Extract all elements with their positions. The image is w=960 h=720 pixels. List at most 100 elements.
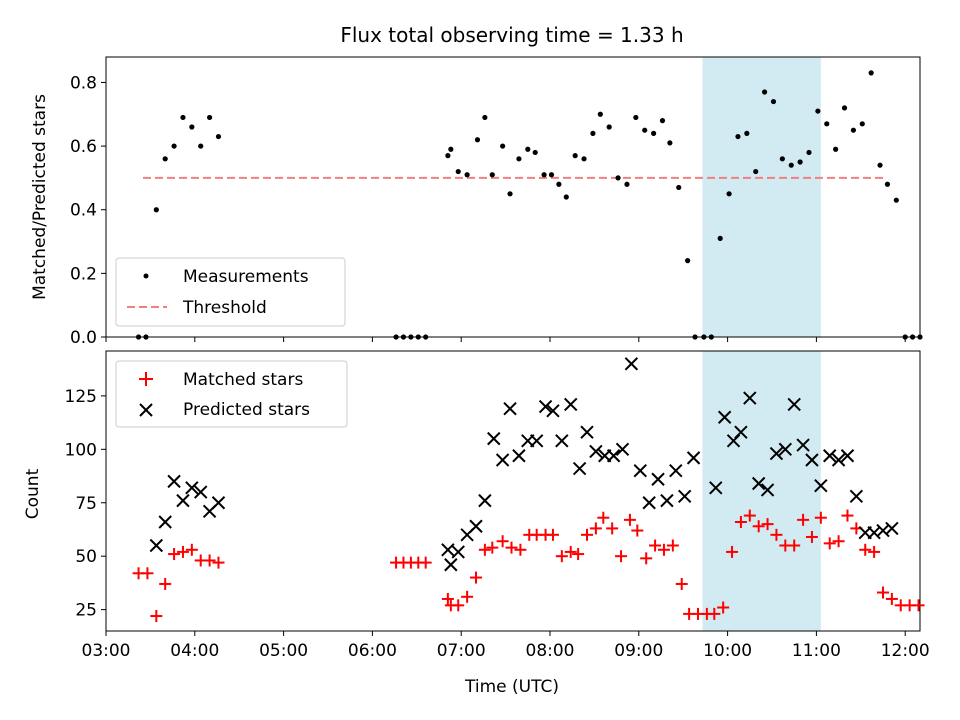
ratio-y-tick-label: 0.8 [70, 73, 97, 93]
matched-star-marker [441, 592, 454, 605]
count-panel: 25 50 75 100 125 03:00 04:00 05:00 06:00 07:00 08… [23, 350, 930, 697]
matched-star-marker [185, 543, 198, 556]
measurement-point [779, 156, 785, 162]
predicted-star-marker [709, 481, 723, 495]
measurement-point [415, 334, 421, 340]
predicted-star-marker [778, 442, 793, 457]
measurement-point [902, 334, 908, 340]
predicted-star-marker [669, 463, 683, 478]
matched-star-marker [505, 541, 518, 554]
count-y-axis-label: Count [23, 468, 43, 519]
measurement-point [180, 114, 186, 121]
legend-matched-label: Matched stars [183, 370, 303, 390]
measurement-point [651, 130, 657, 136]
matched-star-marker [708, 607, 721, 620]
measurement-point [753, 168, 759, 175]
predicted-star-marker [495, 453, 510, 467]
ratio-y-tick-label: 0.2 [70, 264, 97, 284]
predicted-star-marker [831, 453, 846, 467]
predicted-star-marker [743, 391, 757, 405]
measurement-point [676, 184, 682, 191]
measurement-point [659, 118, 666, 124]
measurement-point [762, 89, 768, 95]
count-x-tick-label: 09:00 [614, 641, 663, 661]
predicted-star-marker [849, 489, 864, 504]
ratio-panel: 0.00.20.40.60.8 Matched/Predicted stars … [30, 56, 923, 348]
matched-star-marker [461, 590, 474, 603]
predicted-star-marker [503, 402, 517, 416]
predicted-star-marker [167, 474, 181, 489]
measurement-point [563, 194, 569, 200]
count-legend-box [115, 360, 348, 428]
matched-star-marker [717, 601, 730, 614]
count-y-tick-label: 125 [65, 387, 97, 407]
ratio-y-tick-label: 0.0 [70, 328, 97, 348]
matched-star-marker [470, 571, 482, 584]
predicted-star-marker [589, 444, 603, 459]
matched-star-marker [159, 577, 172, 590]
predicted-star-marker [546, 404, 560, 418]
count-x-ticks: 03:00 04:00 05:00 06:00 07:00 08:00 09:00 10:00… [82, 631, 930, 661]
matched-star-marker [581, 528, 593, 541]
measurement-point [877, 162, 883, 168]
matched-star-marker [486, 541, 499, 554]
matched-star-marker [623, 513, 636, 526]
matched-star-marker [168, 548, 181, 561]
measurement-point [685, 258, 691, 264]
predicted-star-marker [469, 519, 483, 533]
matched-star-marker [606, 522, 619, 535]
count-y-tick-label: 100 [65, 440, 97, 460]
matched-star-marker [478, 543, 491, 556]
matched-star-marker [212, 556, 225, 569]
predicted-star-marker [885, 521, 899, 536]
measurement-point [692, 334, 698, 340]
x-axis-label: Time (UTC) [464, 677, 559, 697]
count-y-tick-label: 50 [75, 547, 97, 567]
ratio-plot-frame [105, 56, 921, 338]
ratio-legend: Measurements Threshold [115, 257, 346, 327]
measurement-point [162, 156, 168, 162]
measurement-point [525, 146, 531, 152]
count-x-tick-label: 06:00 [348, 641, 397, 661]
predicted-star-marker [580, 425, 594, 439]
legend-predicted-label: Predicted stars [183, 400, 310, 420]
count-x-tick-label: 04:00 [170, 641, 219, 661]
matched-star-marker [868, 545, 881, 558]
measurement-point [143, 334, 149, 340]
matched-star-marker [805, 530, 818, 543]
measurement-point [606, 124, 612, 130]
predicted-star-marker [176, 493, 190, 508]
measurement-point [171, 143, 177, 149]
matched-star-marker [572, 548, 585, 561]
measurement-point [541, 172, 547, 178]
matched-star-marker [203, 554, 216, 567]
measurement-point [893, 197, 899, 203]
predicted-star-marker [615, 442, 630, 457]
matched-star-marker [141, 567, 154, 580]
matched-star-marker [885, 592, 898, 605]
measurement-point [824, 121, 830, 127]
measurement-point [581, 156, 587, 162]
matched-star-marker [912, 599, 925, 612]
predicted-star-marker [787, 397, 801, 412]
matched-points [132, 509, 925, 623]
predicted-star-marker [487, 431, 501, 446]
matched-star-marker [770, 528, 783, 541]
legend-predicted-marker [139, 403, 153, 417]
measurement-point [624, 181, 630, 187]
predicted-star-marker [572, 461, 587, 476]
predicted-star-marker [185, 481, 199, 495]
measurement-point [198, 143, 204, 149]
measurement-point [400, 334, 407, 340]
measurement-point [507, 191, 513, 197]
matched-star-marker [761, 518, 774, 531]
count-legend: Matched stars Predicted stars [115, 360, 348, 428]
matched-star-marker [176, 545, 189, 558]
predicted-star-marker [633, 463, 647, 478]
matched-star-marker [597, 511, 610, 524]
measurement-points [135, 70, 923, 340]
predicted-star-marker [734, 425, 748, 439]
matched-star-marker [726, 545, 739, 558]
matched-star-marker [589, 522, 602, 535]
